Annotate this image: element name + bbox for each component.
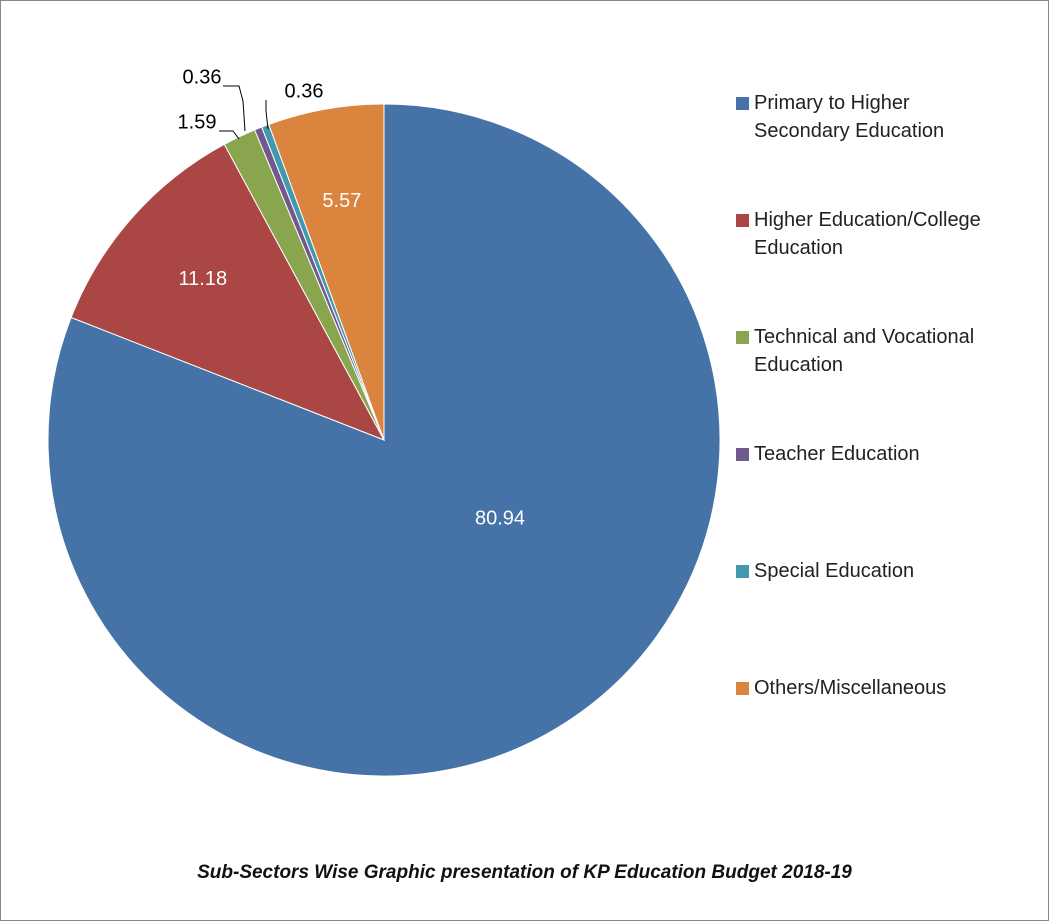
legend-label: Primary to Higher Secondary Education [754,92,945,142]
legend-label: Higher Education/College Education [754,209,981,259]
legend-item: Technical and Vocational Education [736,323,974,379]
data-label: 0.36 [285,80,324,102]
leader-line [219,130,240,140]
legend-swatch [736,682,749,695]
legend-label: Technical and Vocational Education [754,326,975,376]
data-label: 0.36 [183,66,222,88]
pie-slice [268,103,385,441]
data-label: 80.94 [475,507,525,529]
legend-swatch [736,448,749,461]
legend-swatch [736,214,749,227]
data-label: 5.57 [322,190,361,212]
legend-label: Teacher Education [754,443,920,465]
chart-title: Sub-Sectors Wise Graphic presentation of… [197,862,852,883]
legend-item: Primary to Higher Secondary Education [736,89,944,145]
legend-item: Special Education [736,557,914,585]
leader-line [223,85,246,132]
legend-item: Higher Education/College Education [736,206,981,262]
legend-swatch [736,97,749,110]
pie-slice [70,143,386,441]
legend-item: Others/Miscellaneous [736,674,946,702]
data-label: 11.18 [179,268,228,290]
leader-line [265,100,269,130]
data-label: 1.59 [178,111,217,133]
legend-swatch [736,331,749,344]
legend-label: Others/Miscellaneous [754,677,947,699]
legend-swatch [736,565,749,578]
legend-item: Teacher Education [736,440,920,468]
legend-label: Special Education [754,560,915,582]
